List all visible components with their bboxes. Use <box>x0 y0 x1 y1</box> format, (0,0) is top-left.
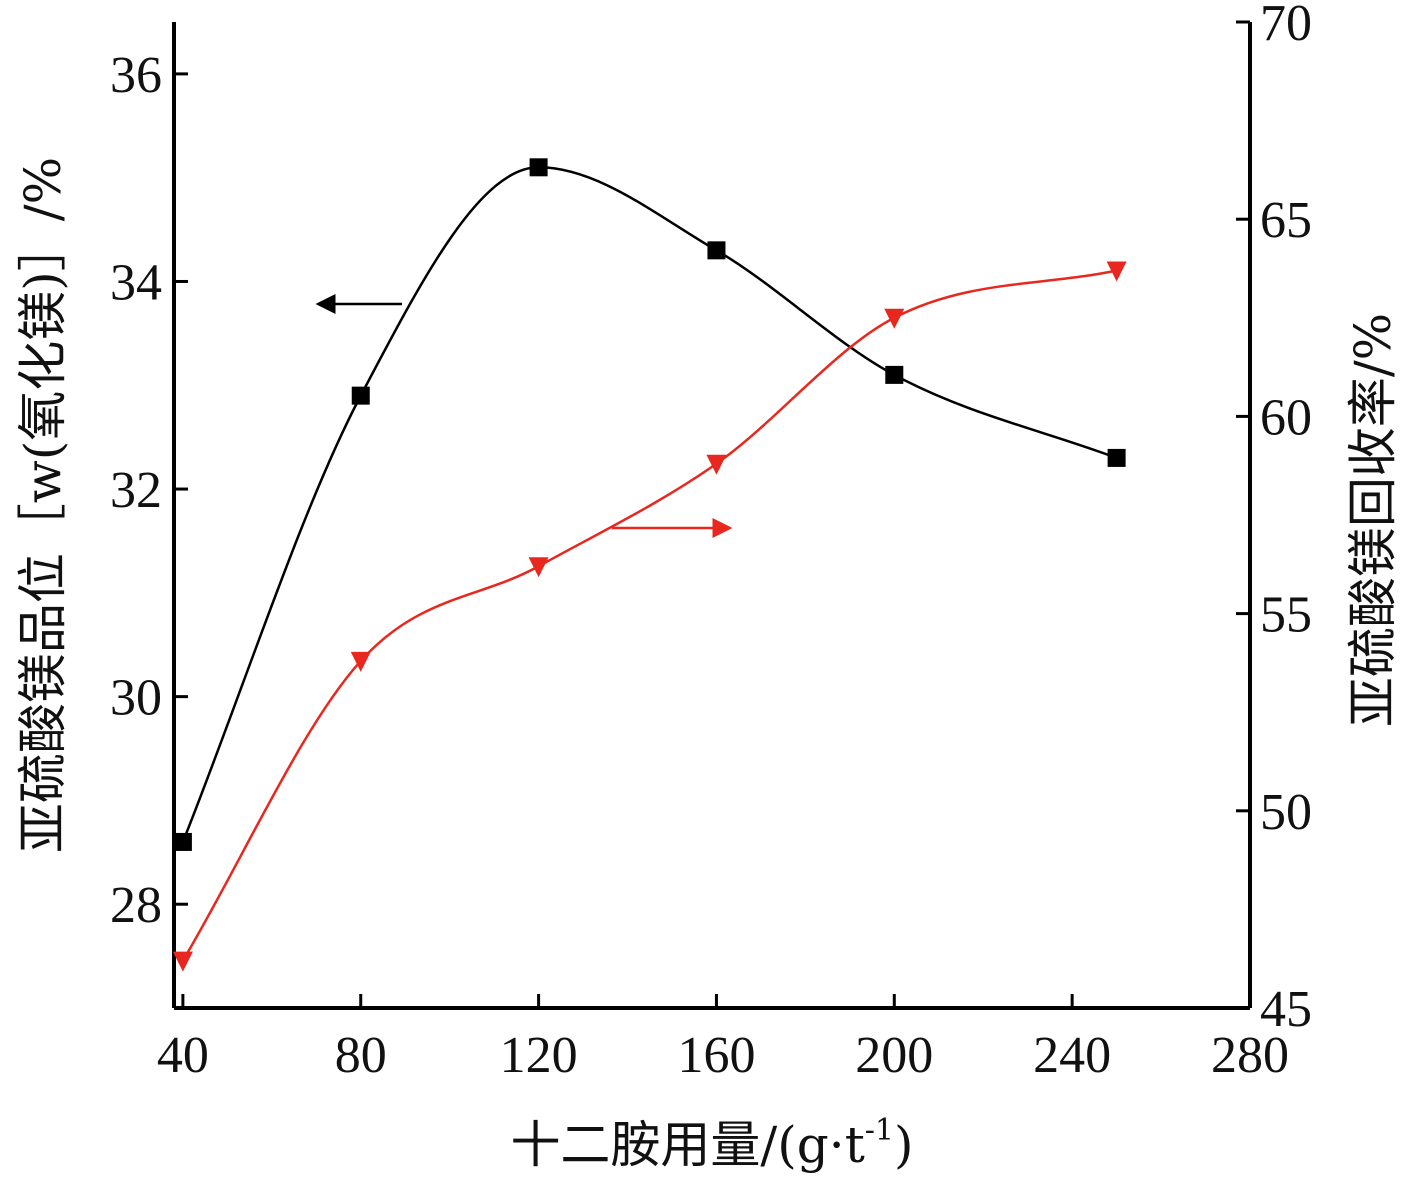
grade-marker <box>351 386 370 405</box>
grade-marker <box>1107 448 1126 467</box>
recovery-marker <box>706 454 727 475</box>
recovery-marker <box>350 651 371 672</box>
x-tick-label: 240 <box>1033 1027 1111 1084</box>
x-tick-label: 280 <box>1211 1027 1289 1084</box>
series-grade-markers <box>173 158 1126 851</box>
recovery-marker <box>172 951 193 972</box>
series-recovery-markers <box>172 261 1127 972</box>
x-axis-title-close: ) <box>894 1116 914 1174</box>
grade-marker <box>529 158 548 177</box>
right-y-tick-label: 45 <box>1260 981 1312 1038</box>
right-y-axis-title: 亚硫酸镁回收率/% <box>1344 313 1402 727</box>
grade-marker <box>885 365 904 384</box>
right-y-tick-label: 55 <box>1260 587 1312 644</box>
left-y-tick-label: 34 <box>110 254 162 311</box>
series-grade-line <box>181 166 1118 843</box>
series-recovery-line <box>181 269 1117 962</box>
x-axis-title-superscript: -1 <box>865 1113 894 1148</box>
left-y-tick-label: 30 <box>110 670 162 727</box>
x-tick-label: 200 <box>855 1027 933 1084</box>
recovery-marker <box>884 308 905 329</box>
left-y-tick-label: 28 <box>110 877 162 934</box>
ticks <box>174 20 1252 1010</box>
right-y-tick-label: 70 <box>1260 0 1312 52</box>
right-y-tick-label: 60 <box>1260 389 1312 446</box>
recovery-marker <box>528 557 549 578</box>
x-tick-label: 80 <box>335 1027 387 1084</box>
right-y-tick-label: 65 <box>1260 192 1312 249</box>
x-tick-label: 160 <box>677 1027 755 1084</box>
x-tick-label: 40 <box>157 1027 209 1084</box>
tick-labels: 40 80 120 160 200 240 280 28 30 32 34 36 45 50 55 60 65 7… <box>110 0 1312 1084</box>
left-y-axis-title: 亚硫酸镁品位［w(氧化镁)］/% <box>14 157 72 853</box>
x-tick-label: 120 <box>500 1027 578 1084</box>
left-y-tick-label: 32 <box>110 462 162 519</box>
right-y-tick-label: 50 <box>1260 784 1312 841</box>
grade-marker <box>173 832 192 851</box>
x-axis-title: 十二胺用量/(g·t-1) <box>510 1113 913 1174</box>
recovery-marker <box>1106 261 1127 282</box>
grade-marker <box>707 241 726 260</box>
left-y-tick-label: 36 <box>110 47 162 104</box>
